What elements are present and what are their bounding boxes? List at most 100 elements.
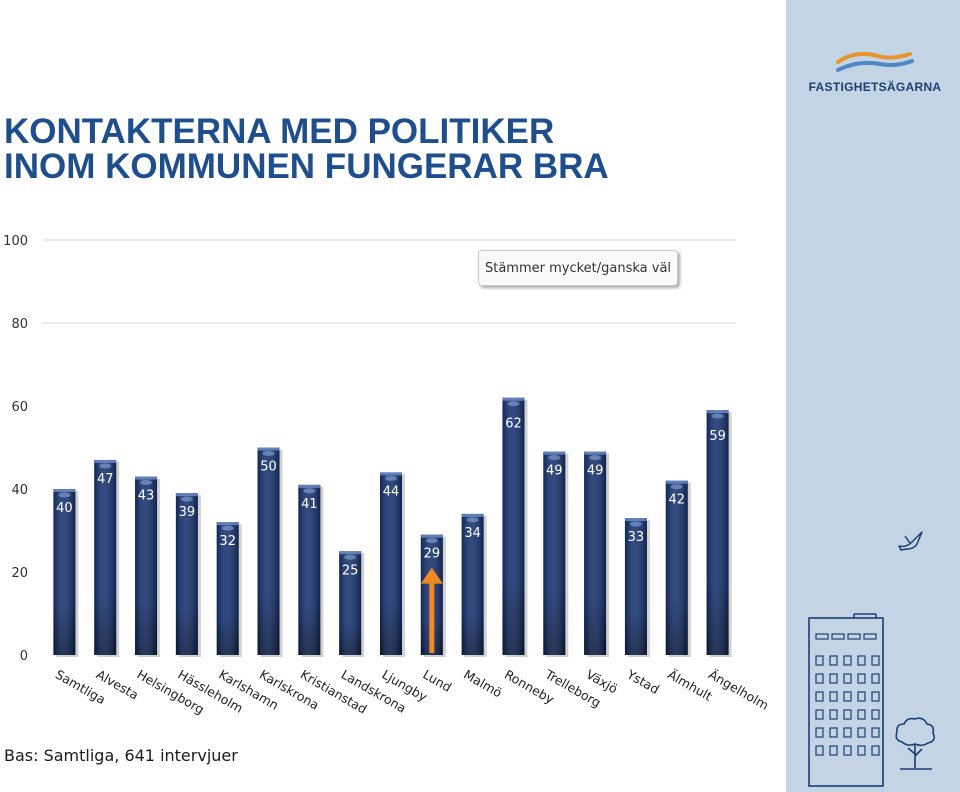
building-window — [863, 633, 877, 640]
building-window — [857, 709, 866, 720]
data-label: 47 — [97, 472, 114, 487]
bar-top-highlight — [665, 480, 688, 484]
building-window — [829, 655, 838, 666]
data-label: 34 — [464, 526, 481, 541]
y-tick-label: 100 — [3, 234, 28, 249]
bar-gloss — [221, 525, 234, 531]
building-window — [871, 655, 880, 666]
building-window — [815, 727, 824, 738]
bar-top-highlight — [543, 451, 566, 455]
data-label: 49 — [587, 464, 604, 479]
bar-gloss — [140, 480, 153, 486]
building-icon — [808, 613, 884, 787]
data-label: 43 — [138, 489, 155, 504]
data-label: 62 — [505, 417, 522, 432]
building-window — [857, 655, 866, 666]
data-label: 33 — [628, 530, 645, 545]
building-window — [871, 691, 880, 702]
bar-shine — [175, 493, 198, 655]
data-label: 40 — [56, 501, 73, 516]
logo-wave-icon — [836, 52, 914, 72]
tree-icon — [895, 717, 935, 770]
building-window — [857, 727, 866, 738]
bar-top-highlight — [257, 447, 280, 451]
y-tick-label: 40 — [11, 483, 28, 498]
data-label: 39 — [179, 505, 196, 520]
bar-shine — [706, 410, 729, 655]
building-window — [815, 745, 824, 756]
bar-top-highlight — [461, 513, 484, 517]
bar-top-highlight — [339, 551, 362, 555]
chart-legend: Stämmer mycket/ganska väl — [478, 250, 678, 286]
building-window — [857, 691, 866, 702]
bar-shine — [543, 451, 566, 655]
bird-icon — [898, 531, 923, 551]
bar-gloss — [507, 401, 520, 407]
logo-text: FASTIGHETSÄGARNA — [808, 80, 942, 94]
data-label: 41 — [301, 497, 318, 512]
building-window — [815, 673, 824, 684]
building-window — [857, 745, 866, 756]
bar-gloss — [629, 521, 642, 527]
bar-shine — [380, 472, 402, 655]
bar-top-highlight — [420, 534, 443, 538]
bar-chart: 02040608010040Samtliga47Alvesta43Helsing… — [3, 234, 771, 717]
bar-top-highlight — [624, 518, 647, 522]
bar-gloss — [385, 475, 397, 481]
building-window — [829, 673, 838, 684]
bar-gloss — [303, 488, 316, 494]
y-tick-label: 20 — [11, 566, 28, 581]
building-window — [857, 673, 866, 684]
x-tick-label: Ängelholm — [706, 667, 771, 713]
building-window — [829, 727, 838, 738]
data-label: 44 — [383, 484, 400, 499]
data-label: 32 — [219, 534, 236, 549]
bar-top-highlight — [584, 451, 607, 455]
y-tick-label: 60 — [11, 400, 28, 415]
bar-top-highlight — [53, 489, 76, 492]
bar-gloss — [589, 455, 602, 461]
bar-gloss — [58, 492, 71, 498]
bar-gloss — [99, 463, 112, 469]
data-label: 29 — [424, 547, 441, 562]
bar-shine — [502, 397, 525, 655]
bar-top-highlight — [216, 522, 239, 526]
footnote: Bas: Samtliga, 641 intervjuer — [4, 746, 238, 765]
legend-label: Stämmer mycket/ganska väl — [484, 260, 672, 276]
sidebar-panel — [786, 0, 960, 792]
building-window — [843, 673, 852, 684]
bar-shine — [216, 522, 239, 655]
building-window — [815, 691, 824, 702]
data-label: 42 — [668, 493, 685, 508]
data-label: 49 — [546, 464, 563, 479]
building-window — [871, 745, 880, 756]
bar-shine — [461, 513, 484, 655]
bar-top-highlight — [135, 476, 158, 480]
building-window — [843, 745, 852, 756]
building-window — [829, 709, 838, 720]
bar-shine — [298, 484, 321, 655]
bar-shine — [94, 459, 117, 655]
bar-gloss — [711, 413, 724, 419]
building-window — [829, 745, 838, 756]
bar-gloss — [548, 455, 561, 461]
building-window — [843, 655, 852, 666]
bar-top-highlight — [502, 397, 525, 401]
bar-top-highlight — [298, 484, 321, 488]
y-tick-label: 80 — [11, 317, 28, 332]
building-window — [815, 709, 824, 720]
building-window — [843, 691, 852, 702]
y-tick-label: 0 — [20, 649, 28, 664]
bar-top-highlight — [380, 472, 402, 476]
building-window — [871, 709, 880, 720]
bar-gloss — [670, 484, 683, 490]
building-window — [829, 691, 838, 702]
bar-gloss — [262, 451, 275, 456]
highlight-arrow-head — [420, 567, 443, 584]
bar-shine — [53, 489, 76, 655]
data-label: 50 — [260, 460, 277, 475]
building-window — [871, 727, 880, 738]
bar-gloss — [466, 517, 479, 523]
x-tick-label: Malmö — [461, 667, 505, 701]
building-window — [843, 709, 852, 720]
